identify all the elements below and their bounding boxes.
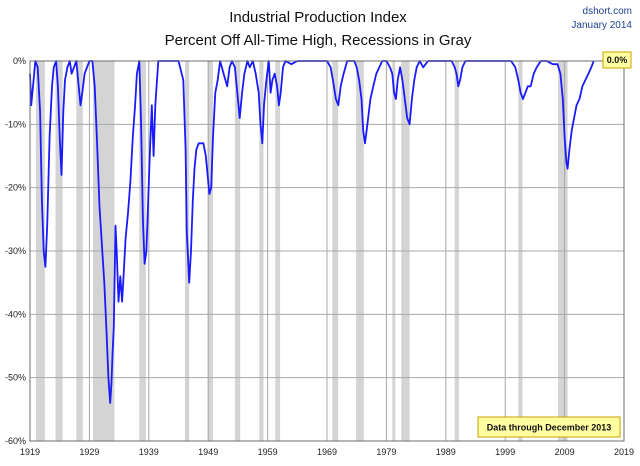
last-value-badge-box [602, 51, 632, 69]
data-note-box [477, 416, 621, 438]
y-tick-label: -20% [5, 183, 26, 193]
y-tick-label: -30% [5, 246, 26, 256]
y-tick-label: 0% [13, 56, 26, 66]
x-tick-label: 1959 [258, 447, 278, 457]
grid-lines [30, 61, 624, 441]
y-tick-label: -40% [5, 309, 26, 319]
plot-border [29, 60, 625, 442]
y-tick-label: -50% [5, 373, 26, 383]
x-tick-label: 1939 [139, 447, 159, 457]
x-tick-label: 2009 [555, 447, 575, 457]
x-tick-label: 1969 [317, 447, 337, 457]
last-value-label: 0.0% [607, 55, 628, 65]
data-note-label: Data through December 2013 [487, 423, 612, 433]
date-label: January 2014 [571, 20, 632, 31]
last-value-badge: 0.0% [602, 51, 632, 69]
y-tick-label: -10% [5, 119, 26, 129]
y-tick-label: -60% [5, 436, 26, 446]
x-tick-label: 1949 [198, 447, 218, 457]
x-tick-labels: 1919 1929 1939 1949 1959 1969 1979 1989 1999 2009… [20, 447, 634, 457]
x-tick-label: 1929 [79, 447, 99, 457]
y-tick-labels: 0% -10% -20% -30% -40% -50% -60% [5, 56, 26, 446]
x-tick-label: 1989 [436, 447, 456, 457]
data-note: Data through December 2013 [477, 416, 621, 438]
x-tick-label: 1999 [495, 447, 515, 457]
x-tick-label: 2019 [614, 447, 634, 457]
chart-title: Industrial Production Index [229, 9, 407, 26]
x-tick-label: 1979 [376, 447, 396, 457]
x-tick-label: 1919 [20, 447, 40, 457]
source-label: dshort.com [583, 6, 632, 17]
chart-subtitle: Percent Off All-Time High, Recessions in… [165, 32, 472, 49]
